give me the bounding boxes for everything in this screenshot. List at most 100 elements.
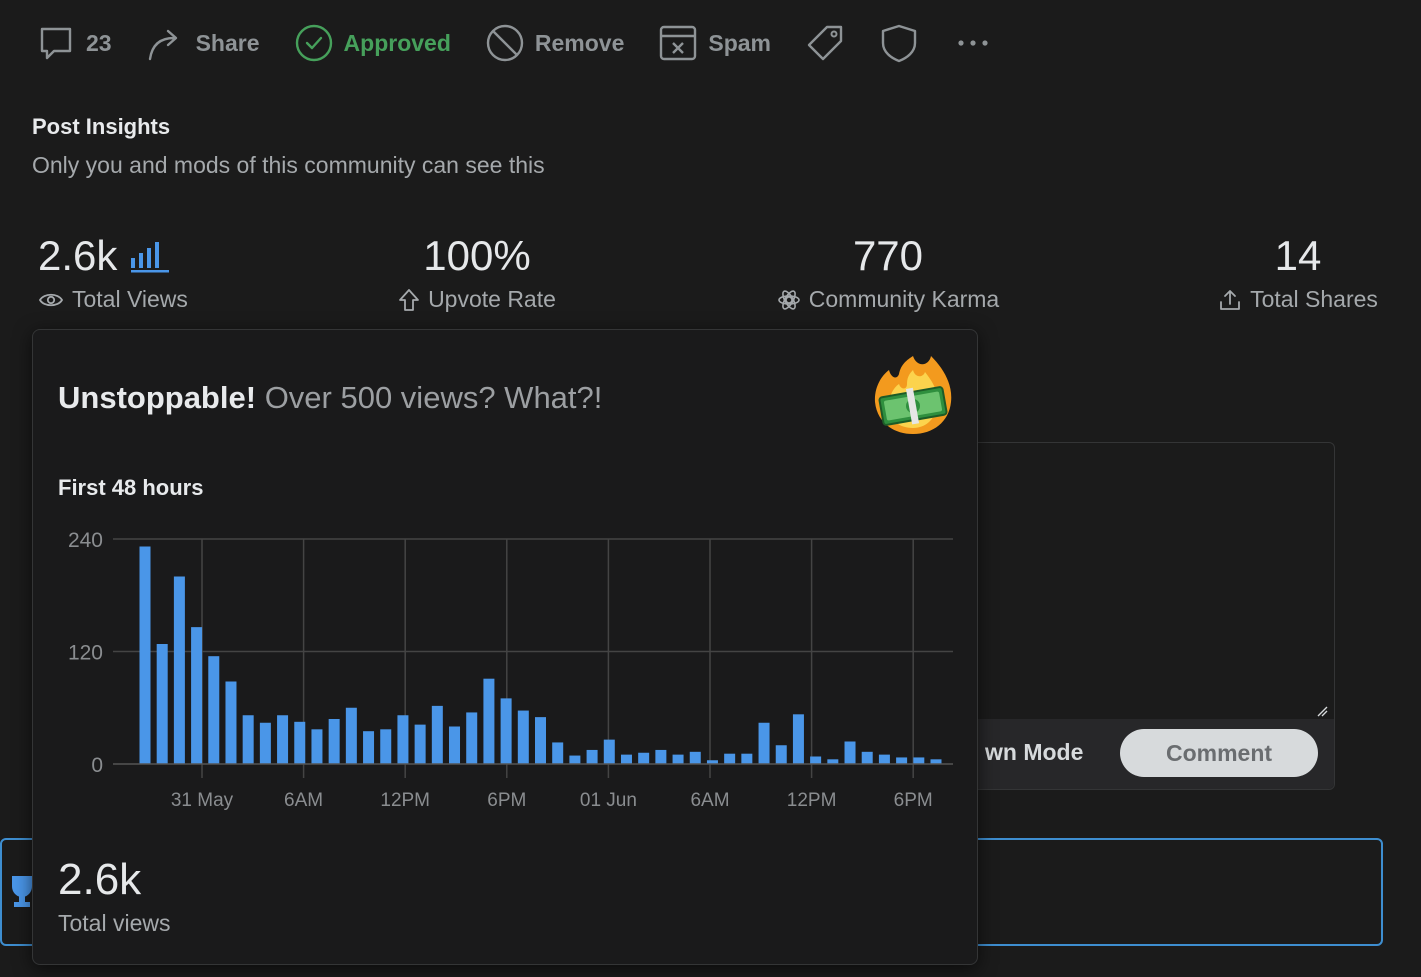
chart-bar: [259, 722, 271, 764]
chart-bar: [930, 759, 942, 764]
y-tick-label: 120: [68, 642, 103, 665]
comment-button[interactable]: Comment: [1120, 729, 1318, 777]
mod-shield-button[interactable]: [879, 23, 919, 63]
total-shares-value: 14: [1274, 232, 1322, 279]
tag-icon: [807, 25, 843, 61]
chart-bar: [741, 753, 753, 764]
trophy-icon: [12, 876, 32, 907]
chart-bar: [466, 712, 478, 764]
chart-bar: [724, 753, 736, 764]
post-action-bar: 23 Share Approved Remove Spam: [36, 18, 1027, 68]
views-bar-chart: 0 120 240 31 May 6AM 12PM 6PM 01 Jun 6AM 12PM 6PM: [68, 529, 953, 810]
chart-bar: [586, 749, 598, 764]
chart-bar: [535, 717, 546, 764]
total-views-value: 2.6k: [38, 232, 118, 279]
resize-handle-icon[interactable]: [1316, 705, 1328, 717]
x-tick-label: 6AM: [284, 790, 323, 810]
chart-bar: [173, 576, 185, 764]
upvote-rate-label: Upvote Rate: [428, 286, 556, 312]
chart-bar: [483, 678, 495, 764]
community-karma-label: Community Karma: [808, 286, 1000, 312]
bar-chart-icon: [131, 242, 170, 273]
chart-bar: [311, 729, 323, 764]
insights-subtitle: Only you and mods of this community can …: [32, 152, 545, 178]
x-tick-label: 12PM: [787, 790, 837, 810]
chart-bar: [810, 756, 822, 764]
chart-bar: [655, 749, 667, 764]
insights-title: Post Insights: [32, 114, 171, 139]
popup-total-value: 2.6k: [58, 855, 142, 904]
block-icon: [486, 24, 524, 62]
x-tick-label: 01 Jun: [580, 790, 637, 810]
stat-community-karma: 770 Community Karma: [764, 232, 1012, 313]
y-tick-label: 0: [91, 754, 103, 777]
chart-bar: [328, 719, 340, 764]
share-button[interactable]: Share: [146, 23, 260, 63]
chart-bar: [345, 707, 357, 764]
chart-bar: [603, 739, 615, 764]
total-shares-label: Total Shares: [1250, 286, 1378, 312]
chart-bar: [844, 741, 856, 764]
chart-bar: [552, 742, 564, 764]
share-arrow-icon: [148, 29, 177, 61]
x-tick-label: 6PM: [894, 790, 933, 810]
stat-total-views[interactable]: 2.6k Total Views: [38, 232, 188, 313]
chart-bar: [706, 760, 718, 764]
community-karma-value: 770: [852, 232, 924, 279]
chart-bar: [208, 656, 220, 764]
popup-total-label: Total views: [58, 910, 171, 936]
chart-bar: [775, 745, 787, 764]
x-tick-label: 31 May: [171, 790, 234, 810]
comments-count: 23: [86, 29, 112, 56]
comment-icon: [40, 27, 72, 60]
approved-button[interactable]: Approved: [294, 23, 451, 63]
chart-bar: [792, 714, 804, 764]
flair-button[interactable]: [805, 23, 845, 63]
karma-atom-icon: [777, 289, 800, 310]
spam-box-icon: [660, 25, 697, 61]
chart-bar: [139, 546, 151, 764]
spam-label: Spam: [708, 29, 771, 56]
chart-bar: [861, 751, 873, 764]
share-label: Share: [195, 29, 260, 56]
chart-bar: [758, 722, 770, 764]
markdown-mode-toggle[interactable]: wn Mode: [985, 739, 1084, 765]
shield-icon: [881, 24, 917, 63]
popup-headline: Unstoppable! Over 500 views? What?!: [58, 380, 602, 416]
popup-headline-rest: Over 500 views? What?!: [264, 380, 603, 415]
more-options-button[interactable]: [953, 23, 993, 63]
total-views-label: Total Views: [72, 286, 188, 312]
stat-total-shares: 14 Total Shares: [1212, 232, 1384, 313]
chart-bar: [449, 726, 461, 764]
views-insight-popup: Unstoppable! Over 500 views? What?! Firs…: [32, 329, 978, 965]
chart-bar: [414, 724, 426, 764]
remove-label: Remove: [534, 29, 625, 56]
chart-bar: [156, 644, 168, 764]
chart-bar: [672, 754, 684, 764]
chart-bar: [896, 757, 908, 764]
remove-button[interactable]: Remove: [485, 23, 624, 63]
fire-money-icon: [874, 356, 952, 434]
popup-headline-strong: Unstoppable!: [58, 380, 257, 415]
chart-bar: [294, 721, 306, 764]
chart-bar: [827, 759, 839, 764]
ellipsis-icon: [958, 40, 988, 46]
spam-button[interactable]: Spam: [658, 23, 771, 63]
chart-bar: [569, 755, 581, 764]
chart-bar: [277, 715, 289, 764]
chart-bar: [638, 752, 650, 764]
check-circle-icon: [295, 24, 332, 62]
chart-bar: [397, 715, 409, 764]
chart-bar: [363, 731, 375, 764]
approved-label: Approved: [343, 29, 451, 56]
comments-button[interactable]: 23: [36, 23, 112, 63]
chart-bar: [225, 681, 237, 764]
chart-bar: [913, 757, 925, 764]
comment-editor[interactable]: wn Mode Comment: [940, 442, 1335, 790]
chart-bar: [878, 754, 890, 764]
x-tick-label: 12PM: [380, 790, 430, 810]
upload-share-icon: [1220, 289, 1240, 310]
x-tick-label: 6AM: [690, 790, 729, 810]
chart-bar: [689, 751, 701, 764]
